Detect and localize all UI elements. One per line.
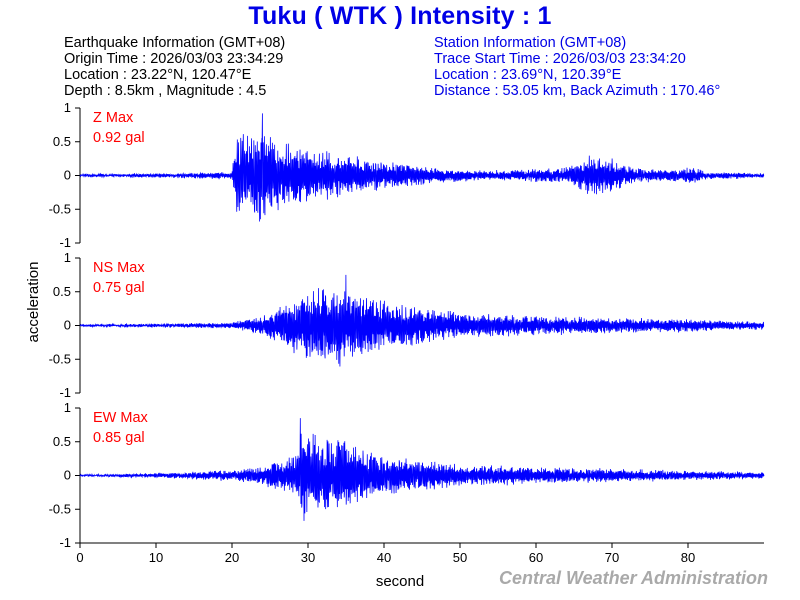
x-tick-label: 40 xyxy=(377,550,391,565)
station-info: Station Information (GMT+08) Trace Start… xyxy=(434,35,720,99)
origin-time: Origin Time : 2026/03/03 23:34:29 xyxy=(64,51,284,67)
trace-start-time: Trace Start Time : 2026/03/03 23:34:20 xyxy=(434,51,686,67)
x-tick-label: 80 xyxy=(681,550,695,565)
y-tick-label: 1 xyxy=(64,100,71,115)
chart-title: Tuku ( WTK ) Intensity : 1 xyxy=(248,2,552,30)
earthquake-info: Earthquake Information (GMT+08) Origin T… xyxy=(64,35,285,99)
earthquake-info-heading: Earthquake Information (GMT+08) xyxy=(64,35,286,51)
y-tick-label: -0.5 xyxy=(49,351,71,366)
x-tick-label: 50 xyxy=(453,550,467,565)
station-location: Location : 23.69°N, 120.39°E xyxy=(434,67,622,83)
x-tick-label: 30 xyxy=(301,550,315,565)
distance-azimuth: Distance : 53.05 km, Back Azimuth : 170.… xyxy=(434,83,721,99)
waveform-trace-ew xyxy=(79,418,765,521)
y-tick-label: 1 xyxy=(64,250,71,265)
peak-value-label: 0.85 gal xyxy=(93,430,145,446)
depth-magnitude: Depth : 8.5km , Magnitude : 4.5 xyxy=(64,83,267,99)
waveform-trace-z xyxy=(79,113,765,222)
x-tick-label: 20 xyxy=(225,550,239,565)
component-label: Z Max xyxy=(93,110,134,126)
peak-value-label: 0.75 gal xyxy=(93,280,145,296)
y-axis-label: acceleration xyxy=(25,262,42,343)
y-tick-label: 0 xyxy=(64,468,71,483)
x-tick-label: 10 xyxy=(149,550,163,565)
y-tick-label: -1 xyxy=(59,235,71,250)
y-tick-label: 0.5 xyxy=(53,434,71,449)
component-label: NS Max xyxy=(93,260,145,276)
y-tick-label: 1 xyxy=(64,400,71,415)
component-label: EW Max xyxy=(93,410,149,426)
station-info-heading: Station Information (GMT+08) xyxy=(434,35,627,51)
y-tick-label: -0.5 xyxy=(49,501,71,516)
y-tick-label: 0.5 xyxy=(53,284,71,299)
y-tick-label: 0.5 xyxy=(53,134,71,149)
x-tick-label: 60 xyxy=(529,550,543,565)
y-tick-label: -1 xyxy=(59,535,71,550)
x-axis-label: second xyxy=(376,573,424,590)
y-tick-label: 0 xyxy=(64,168,71,183)
waveform-trace-ns xyxy=(79,274,765,367)
y-tick-label: 0 xyxy=(64,318,71,333)
peak-value-label: 0.92 gal xyxy=(93,130,145,146)
y-tick-label: -1 xyxy=(59,385,71,400)
x-tick-label: 0 xyxy=(76,550,83,565)
agency-name: Central Weather Administration xyxy=(498,568,768,588)
y-tick-label: -0.5 xyxy=(49,201,71,216)
epicenter-location: Location : 23.22°N, 120.47°E xyxy=(64,67,252,83)
x-tick-label: 70 xyxy=(605,550,619,565)
